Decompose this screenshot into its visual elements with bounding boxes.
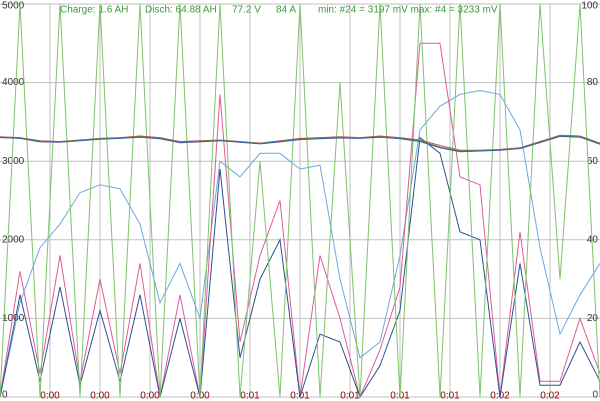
x-tick-label: 0:02 xyxy=(540,391,560,401)
x-tick-label: 0:01 xyxy=(440,391,460,401)
series-line xyxy=(0,136,600,399)
series-line xyxy=(0,89,600,398)
y2-tick-label: 40 xyxy=(587,234,599,245)
y-tick-label: 3000 xyxy=(2,156,25,167)
y2-tick-label: 0 xyxy=(592,390,598,401)
y-tick-label: 0 xyxy=(2,390,8,401)
x-tick-label: 0:00 xyxy=(140,391,160,401)
y2-tick-label: 100 xyxy=(581,1,598,12)
series-line xyxy=(0,135,600,153)
y2-tick-label: 20 xyxy=(587,313,599,324)
header-text: Disch: 64.88 AH xyxy=(145,5,217,16)
y-tick-label: 1000 xyxy=(2,313,25,324)
x-tick-label: 0:01 xyxy=(340,391,360,401)
header-text: 84 A xyxy=(276,5,296,16)
y-tick-label: 4000 xyxy=(2,77,25,88)
y-tick-label: 5000 xyxy=(2,1,25,12)
x-tick-label: 0:00 xyxy=(40,391,60,401)
y-tick-label: 2000 xyxy=(2,234,25,245)
header-text: Charge: 1.6 AH xyxy=(60,5,128,16)
header-text: min: #24 = 3197 mV max: #4 = 3233 mV xyxy=(318,5,498,16)
header-text: 77.2 V xyxy=(232,5,261,16)
y2-tick-label: 60 xyxy=(587,156,599,167)
series-line xyxy=(0,3,600,398)
x-tick-label: 0:00 xyxy=(90,391,110,401)
x-tick-label: 0:01 xyxy=(240,391,260,401)
y2-tick-label: 80 xyxy=(587,77,599,88)
